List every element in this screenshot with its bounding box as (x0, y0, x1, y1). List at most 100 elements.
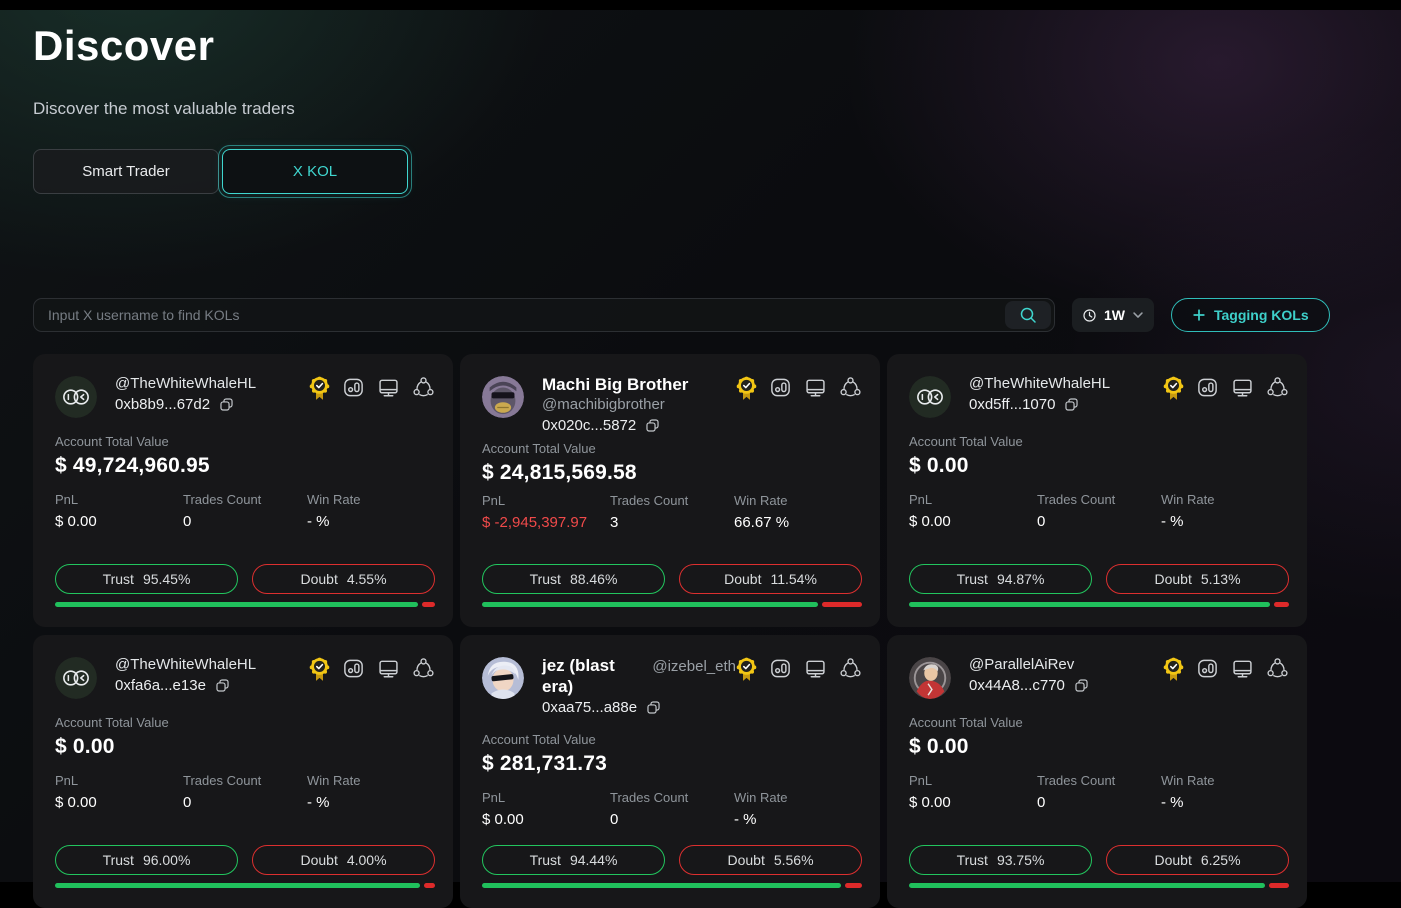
doubt-percent: 5.13% (1201, 571, 1241, 587)
doubt-label: Doubt (300, 852, 337, 868)
win-rate-value: 66.67 % (734, 514, 862, 531)
win-rate-value: - % (1161, 513, 1289, 530)
kol-handle[interactable]: @TheWhiteWhaleHL (115, 374, 256, 394)
kol-handle[interactable]: @machibigbrother (542, 395, 688, 415)
trades-count-label: Trades Count (610, 493, 734, 508)
trades-count-value: 0 (183, 794, 307, 811)
tab-x-kol[interactable]: X KOL (222, 149, 408, 194)
chart-icon[interactable] (769, 376, 792, 399)
monitor-icon[interactable] (804, 376, 827, 399)
trust-button[interactable]: Trust 88.46% (482, 564, 665, 594)
wallet-address: 0xfa6a...e13e (115, 677, 206, 694)
share-icon[interactable] (1266, 657, 1289, 680)
timeframe-selector[interactable]: 1W (1072, 298, 1154, 332)
trust-bar-segment (55, 883, 420, 888)
doubt-bar-segment (1274, 602, 1290, 607)
monitor-icon[interactable] (377, 657, 400, 680)
pnl-value: $ -2,945,397.97 (482, 514, 610, 531)
pnl-label: PnL (482, 790, 610, 805)
kol-handle[interactable]: @TheWhiteWhaleHL (969, 374, 1110, 394)
trust-button[interactable]: Trust 93.75% (909, 845, 1092, 875)
copy-address-icon[interactable] (1073, 677, 1090, 694)
chart-icon[interactable] (342, 657, 365, 680)
search-input[interactable] (34, 307, 1005, 323)
copy-address-icon[interactable] (645, 699, 662, 716)
win-rate-label: Win Rate (734, 790, 862, 805)
copy-address-icon[interactable] (218, 396, 235, 413)
kol-handle[interactable]: @izebel_eth (652, 657, 736, 677)
share-icon[interactable] (839, 657, 862, 680)
trust-doubt-bar (482, 883, 862, 888)
wallet-address: 0x020c...5872 (542, 417, 636, 434)
avatar[interactable] (909, 376, 951, 418)
share-icon[interactable] (839, 376, 862, 399)
copy-address-icon[interactable] (1063, 396, 1080, 413)
pnl-value: $ 0.00 (909, 513, 1037, 530)
share-icon[interactable] (412, 376, 435, 399)
tagging-kols-button[interactable]: Tagging KOLs (1171, 298, 1330, 332)
chart-icon[interactable] (1196, 657, 1219, 680)
avatar[interactable] (55, 376, 97, 418)
doubt-button[interactable]: Doubt 4.55% (252, 564, 435, 594)
trust-button[interactable]: Trust 94.87% (909, 564, 1092, 594)
chart-icon[interactable] (1196, 376, 1219, 399)
copy-address-icon[interactable] (214, 677, 231, 694)
kol-card: @TheWhiteWhaleHL 0xd5ff...1070 Account T… (887, 354, 1307, 627)
chart-icon[interactable] (769, 657, 792, 680)
trades-count-value: 0 (610, 811, 734, 828)
plus-icon (1192, 308, 1206, 322)
doubt-bar-segment (845, 883, 862, 888)
avatar[interactable] (55, 657, 97, 699)
doubt-button[interactable]: Doubt 5.13% (1106, 564, 1289, 594)
kol-name[interactable]: jez (blast era) (542, 655, 645, 697)
verified-badge-icon (309, 376, 330, 401)
monitor-icon[interactable] (804, 657, 827, 680)
trust-button[interactable]: Trust 96.00% (55, 845, 238, 875)
pnl-label: PnL (55, 773, 183, 788)
verified-badge-icon (1163, 376, 1184, 401)
doubt-button[interactable]: Doubt 4.00% (252, 845, 435, 875)
doubt-percent: 5.56% (774, 852, 814, 868)
share-icon[interactable] (412, 657, 435, 680)
monitor-icon[interactable] (1231, 657, 1254, 680)
avatar[interactable] (482, 657, 524, 699)
pnl-value: $ 0.00 (55, 513, 183, 530)
trades-count-value: 3 (610, 514, 734, 531)
doubt-percent: 4.55% (347, 571, 387, 587)
doubt-button[interactable]: Doubt 6.25% (1106, 845, 1289, 875)
verified-badge-icon (1163, 657, 1184, 682)
trades-count-label: Trades Count (610, 790, 734, 805)
monitor-icon[interactable] (1231, 376, 1254, 399)
account-total-value: $ 281,731.73 (482, 752, 862, 776)
doubt-button[interactable]: Doubt 11.54% (679, 564, 862, 594)
whale-avatar-icon (909, 376, 951, 418)
trust-bar-segment (909, 883, 1265, 888)
share-icon[interactable] (1266, 376, 1289, 399)
tab-smart-trader[interactable]: Smart Trader (33, 149, 219, 194)
verified-badge-icon (736, 657, 757, 682)
win-rate-value: - % (307, 513, 435, 530)
trust-percent: 94.44% (570, 852, 617, 868)
avatar[interactable] (482, 376, 524, 418)
avatar[interactable] (909, 657, 951, 699)
chart-icon[interactable] (342, 376, 365, 399)
trust-doubt-bar (909, 883, 1289, 888)
win-rate-label: Win Rate (1161, 773, 1289, 788)
discover-page: Discover Discover the most valuable trad… (0, 10, 1401, 882)
search-button[interactable] (1005, 301, 1051, 329)
trust-doubt-bar (909, 602, 1289, 607)
kol-handle[interactable]: @ParallelAiRev (969, 655, 1090, 675)
trust-label: Trust (530, 852, 561, 868)
top-black-bar (0, 0, 1401, 10)
doubt-button[interactable]: Doubt 5.56% (679, 845, 862, 875)
monitor-icon[interactable] (377, 376, 400, 399)
account-total-value-label: Account Total Value (909, 434, 1289, 449)
copy-address-icon[interactable] (644, 417, 661, 434)
account-total-value: $ 0.00 (55, 735, 435, 759)
clock-icon (1081, 307, 1098, 324)
trust-button[interactable]: Trust 94.44% (482, 845, 665, 875)
whale-avatar-icon (55, 376, 97, 418)
kol-name[interactable]: Machi Big Brother (542, 374, 688, 395)
kol-handle[interactable]: @TheWhiteWhaleHL (115, 655, 256, 675)
trust-button[interactable]: Trust 95.45% (55, 564, 238, 594)
